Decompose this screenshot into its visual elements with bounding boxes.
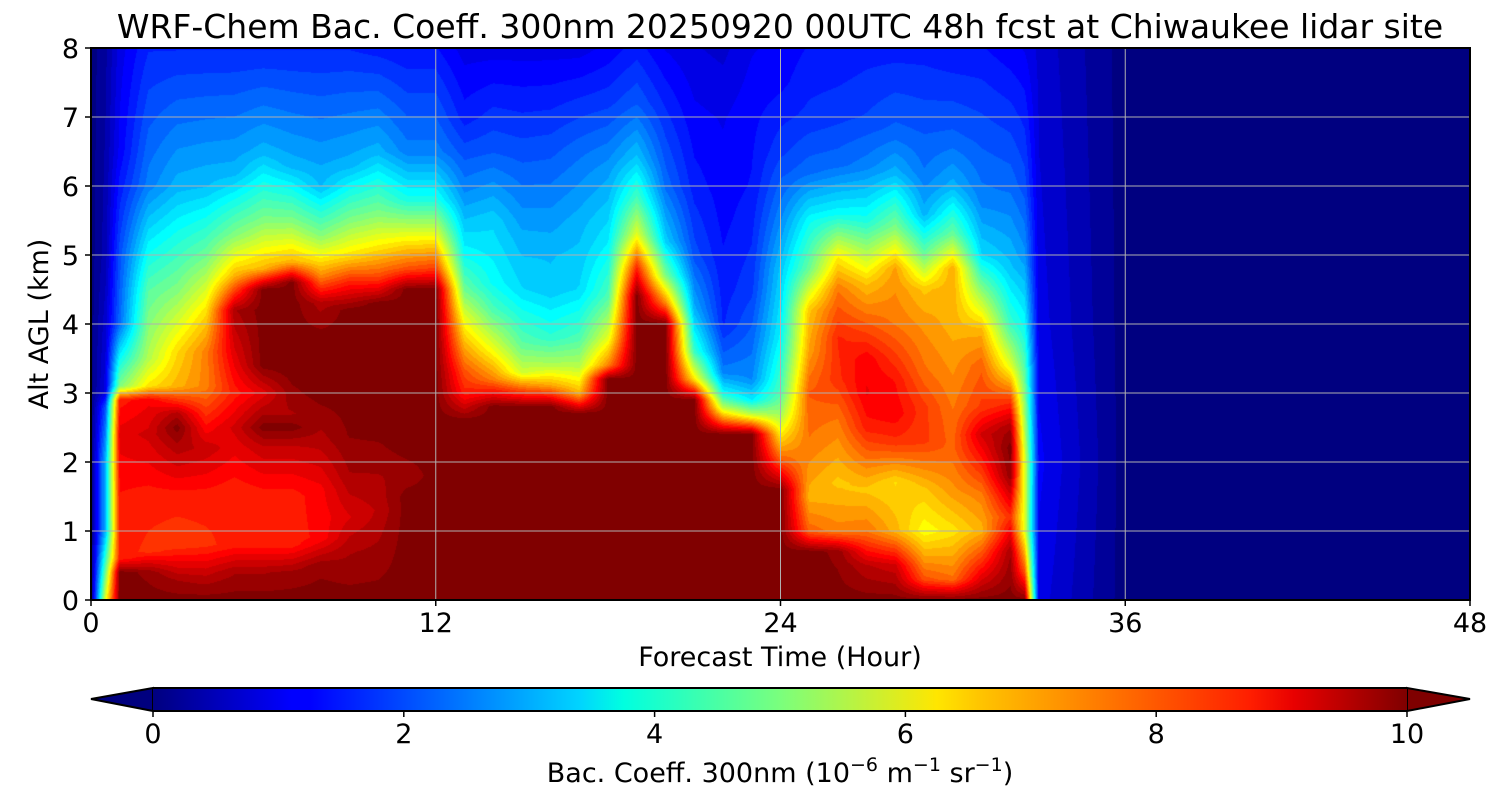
colorbar-max-extension xyxy=(1406,686,1471,713)
x-axis-label: Forecast Time (Hour) xyxy=(638,642,922,673)
colorbar-label-close: ) xyxy=(1003,758,1014,789)
y-tick-label: 1 xyxy=(62,517,79,548)
colorbar-min-extension xyxy=(90,686,154,713)
colorbar-gradient xyxy=(153,688,1407,711)
colorbar-tick-label: 8 xyxy=(1148,719,1165,750)
colorbar-label-unit-m: m xyxy=(878,758,913,789)
x-tick-label: 48 xyxy=(1453,608,1487,639)
y-tick-label: 3 xyxy=(62,379,79,410)
colorbar-label-text: Bac. Coeff. 300nm (10 xyxy=(547,758,850,789)
chart-title: WRF-Chem Bac. Coeff. 300nm 20250920 00UT… xyxy=(117,7,1443,46)
colorbar-label-exponent: −1 xyxy=(913,754,941,776)
y-tick-label: 5 xyxy=(62,241,79,272)
x-tick-label: 36 xyxy=(1108,608,1142,639)
y-tick-label: 4 xyxy=(62,310,79,341)
y-tick-label: 2 xyxy=(62,448,79,479)
y-tick-label: 7 xyxy=(62,103,79,134)
plot-area xyxy=(90,47,1471,601)
colorbar-label-exponent: −1 xyxy=(975,754,1003,776)
colorbar-ticks: 0 2 4 6 8 10 xyxy=(144,711,1424,750)
colorbar-label-unit-sr: sr xyxy=(941,758,976,789)
colorbar-label-exponent: −6 xyxy=(850,754,878,776)
colorbar-tick-label: 0 xyxy=(144,719,161,750)
colorbar-tick-label: 6 xyxy=(897,719,914,750)
colorbar-tick-label: 4 xyxy=(646,719,663,750)
colorbar-label: Bac. Coeff. 300nm (10−6 m−1 sr−1) xyxy=(547,754,1013,789)
x-tick-label: 0 xyxy=(82,608,99,639)
y-tick-label: 0 xyxy=(62,586,79,617)
colorbar: 0 2 4 6 8 10 Bac. Coeff. 300nm (10−6 m−1 sr−1… xyxy=(90,686,1471,789)
x-axis: 0 12 24 36 48 xyxy=(82,600,1487,639)
colorbar-tick-label: 2 xyxy=(395,719,412,750)
y-axis-label: Alt AGL (km) xyxy=(24,239,55,410)
y-axis: 0 1 2 3 4 5 6 7 8 xyxy=(62,34,91,617)
grid-lines xyxy=(91,48,1470,600)
x-tick-label: 12 xyxy=(419,608,453,639)
y-tick-label: 8 xyxy=(62,34,79,65)
y-tick-label: 6 xyxy=(62,172,79,203)
x-tick-label: 24 xyxy=(763,608,797,639)
colorbar-tick-label: 10 xyxy=(1390,719,1424,750)
